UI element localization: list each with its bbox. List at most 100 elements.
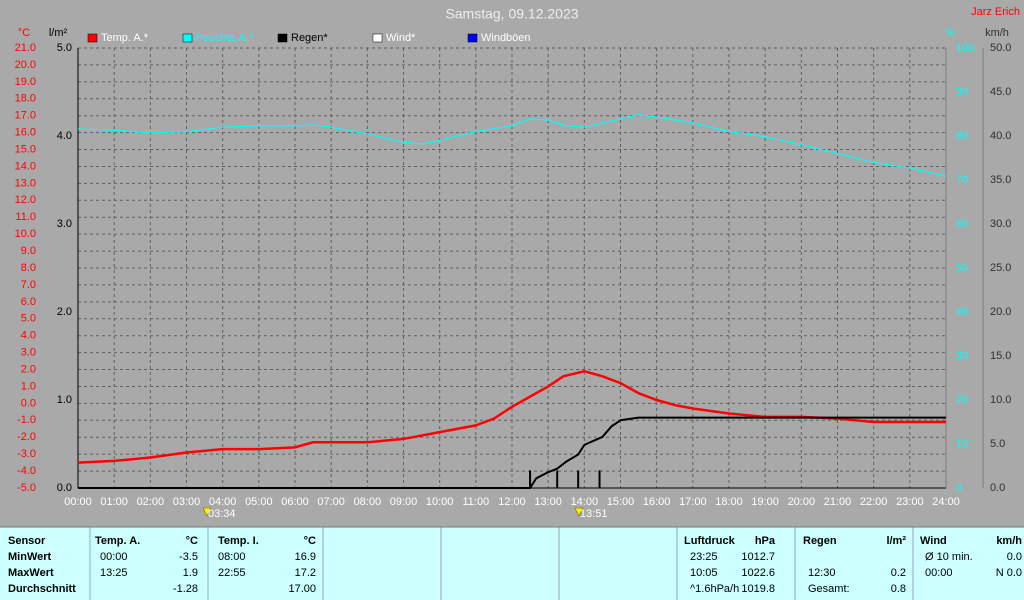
x-tick-label: 07:00 — [317, 496, 345, 508]
y-tick-label: 30.0 — [990, 218, 1011, 230]
x-tick-label: 22:00 — [860, 496, 888, 508]
y-tick-label: 18.0 — [15, 93, 36, 105]
x-tick-label: 16:00 — [643, 496, 671, 508]
table-cell: 16.9 — [295, 551, 316, 563]
y-tick-label: 20.0 — [15, 59, 36, 71]
sun-icon — [574, 507, 584, 517]
row-label: MaxWert — [8, 567, 54, 579]
y-tick-label: 40 — [956, 306, 968, 318]
row-label: Durchschnitt — [8, 583, 76, 595]
y-tick-label: 12.0 — [15, 194, 36, 206]
table-header: Temp. I. — [218, 535, 259, 547]
y-tick-label: 5.0 — [57, 42, 72, 54]
table-cell: ^1.6hPa/h — [690, 583, 739, 595]
row-label: MinWert — [8, 551, 52, 563]
x-tick-label: 24:00 — [932, 496, 960, 508]
table-cell: 0.0 — [1007, 551, 1022, 563]
y-tick-label: 3.0 — [57, 218, 72, 230]
x-tick-label: 15:00 — [607, 496, 635, 508]
legend-swatch — [182, 33, 193, 43]
series-line — [77, 369, 946, 464]
table-cell: 08:00 — [218, 551, 246, 563]
y-tick-label: 0.0 — [21, 397, 36, 409]
table-header: Regen — [803, 535, 837, 547]
y-tick-label: 4.0 — [57, 130, 72, 142]
y-tick-label: 80 — [956, 130, 968, 142]
axis-unit: l/m² — [49, 27, 68, 39]
y-tick-label: 14.0 — [15, 160, 36, 172]
chart-title: Samstag, 09.12.2023 — [445, 6, 578, 22]
table-header: l/m² — [886, 535, 906, 547]
y-tick-label: 0.0 — [57, 482, 72, 494]
y-tick-label: 45.0 — [990, 86, 1011, 98]
table-header: km/h — [996, 535, 1022, 547]
x-tick-label: 03:00 — [173, 496, 201, 508]
y-tick-label: -3.0 — [17, 448, 36, 460]
y-tick-label: 17.0 — [15, 110, 36, 122]
y-tick-label: 90 — [956, 86, 968, 98]
x-tick-label: 11:00 — [462, 496, 489, 508]
table-header: Temp. A. — [95, 535, 140, 547]
series-line — [78, 416, 946, 489]
table-header: °C — [304, 535, 316, 547]
table-cell: Gesamt: — [808, 583, 850, 595]
table-cell: 23:25 — [690, 551, 718, 563]
x-tick-label: 18:00 — [715, 496, 743, 508]
y-tick-label: 60 — [956, 218, 968, 230]
y-tick-label: -1.0 — [17, 414, 36, 426]
x-tick-label: 10:00 — [426, 496, 454, 508]
legend-label: Feuchte A.* — [196, 32, 254, 44]
marker-label: 13:51 — [580, 508, 608, 520]
y-tick-label: 40.0 — [990, 130, 1011, 142]
y-tick-label: 1.0 — [57, 394, 72, 406]
table-cell: 22:55 — [218, 567, 246, 579]
table-header: hPa — [755, 535, 776, 547]
y-tick-label: 20 — [956, 394, 968, 406]
y-tick-label: 70 — [956, 174, 968, 186]
x-tick-label: 13:00 — [534, 496, 562, 508]
y-tick-label: 21.0 — [15, 42, 36, 54]
y-tick-label: 15.0 — [990, 350, 1011, 362]
y-tick-label: 50.0 — [990, 42, 1011, 54]
axis-unit: °C — [18, 27, 30, 39]
legend-label: Regen* — [291, 32, 328, 44]
y-tick-label: 25.0 — [990, 262, 1011, 274]
y-tick-label: 100 — [956, 42, 974, 54]
axis-unit: km/h — [985, 27, 1009, 39]
table-cell: 1022.6 — [741, 567, 775, 579]
x-tick-label: 21:00 — [824, 496, 852, 508]
sun-icon — [202, 507, 212, 517]
y-tick-label: 2.0 — [21, 363, 36, 375]
y-tick-label: 10.0 — [15, 228, 36, 240]
x-tick-label: 00:00 — [64, 496, 92, 508]
x-tick-label: 19:00 — [751, 496, 779, 508]
x-tick-label: 17:00 — [679, 496, 707, 508]
table-cell: 0.8 — [891, 583, 906, 595]
legend-label: Wind* — [386, 32, 416, 44]
x-tick-label: 06:00 — [281, 496, 309, 508]
marker-label: 03:34 — [208, 508, 236, 520]
y-tick-label: 20.0 — [990, 306, 1011, 318]
table-cell: 00:00 — [100, 551, 128, 563]
legend-swatch — [372, 33, 383, 43]
x-tick-label: 08:00 — [354, 496, 382, 508]
y-tick-label: 0 — [956, 482, 962, 494]
x-tick-label: 05:00 — [245, 496, 273, 508]
x-tick-label: 04:00 — [209, 496, 237, 508]
y-tick-label: 5.0 — [21, 313, 36, 325]
y-tick-label: 10 — [956, 438, 968, 450]
y-tick-label: -5.0 — [17, 482, 36, 494]
y-tick-label: 8.0 — [21, 262, 36, 274]
legend-swatch — [277, 33, 288, 43]
x-tick-label: 02:00 — [137, 496, 165, 508]
author: Jarz Erich — [971, 6, 1020, 18]
y-tick-label: 6.0 — [21, 296, 36, 308]
table-cell: 10:05 — [690, 567, 718, 579]
y-tick-label: 0.0 — [990, 482, 1005, 494]
y-tick-label: 7.0 — [21, 279, 36, 291]
x-tick-label: 14:00 — [571, 496, 599, 508]
table-cell: 17.00 — [288, 583, 316, 595]
y-tick-label: 13.0 — [15, 177, 36, 189]
y-tick-label: 3.0 — [21, 347, 36, 359]
y-tick-label: 9.0 — [21, 245, 36, 257]
